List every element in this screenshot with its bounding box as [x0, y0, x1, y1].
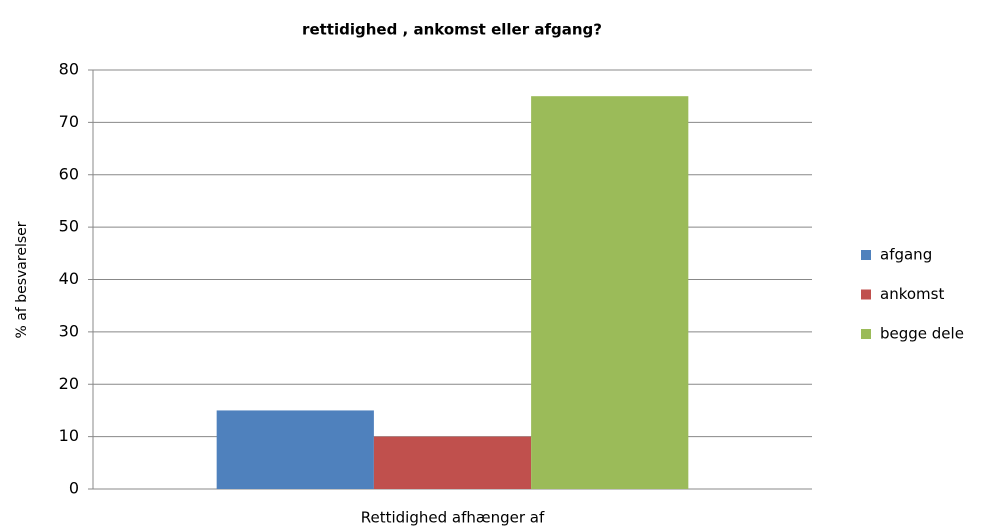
y-tick-label: 70	[59, 112, 79, 131]
legend-swatch	[861, 329, 871, 339]
y-tick-label: 30	[59, 321, 79, 340]
y-tick-label: 60	[59, 164, 79, 183]
x-tick-label: Rettidighed afhænger af	[361, 509, 545, 527]
legend-label: afgang	[880, 246, 932, 264]
bar	[216, 410, 374, 489]
y-tick-label: 0	[69, 479, 79, 498]
legend-label: ankomst	[880, 285, 944, 303]
y-tick-label: 10	[59, 426, 79, 445]
legend-label: begge dele	[880, 325, 964, 343]
y-tick-label: 50	[59, 217, 79, 236]
y-tick-label: 80	[59, 60, 79, 79]
bar	[531, 96, 689, 489]
legend-swatch	[861, 250, 871, 260]
chart-title: rettidighed , ankomst eller afgang?	[302, 21, 602, 39]
y-axis-label: % af besvarelser	[14, 221, 30, 338]
y-tick-label: 40	[59, 269, 79, 288]
legend-swatch	[861, 289, 871, 300]
bar	[373, 436, 532, 489]
y-tick-label: 20	[59, 374, 79, 393]
